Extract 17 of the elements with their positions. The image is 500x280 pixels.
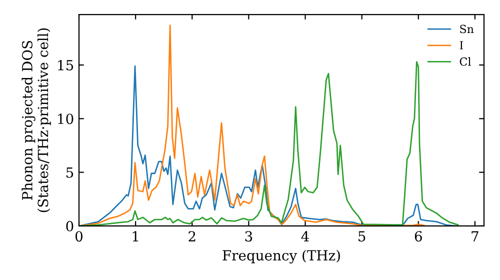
x-tick-label: 0 bbox=[75, 231, 82, 242]
y-tick-label: 15 bbox=[58, 60, 74, 70]
y-tick-label: 10 bbox=[58, 114, 74, 124]
x-tick-label: 5 bbox=[358, 231, 366, 242]
y-tick-label: 5 bbox=[66, 167, 74, 178]
legend-label: Cl bbox=[460, 57, 471, 66]
x-tick-label: 4 bbox=[301, 231, 309, 242]
legend-label: Sn bbox=[460, 24, 474, 34]
x-tick-label: 1 bbox=[132, 231, 138, 242]
y-tick-label: 0 bbox=[66, 220, 74, 232]
x-tick-label: 6 bbox=[414, 231, 422, 242]
x-tick-label: 3 bbox=[245, 231, 252, 242]
x-axis-title: Frequency (THz) bbox=[222, 250, 340, 264]
x-tick-label: 7 bbox=[472, 231, 478, 242]
x-tick-label: 2 bbox=[188, 231, 196, 242]
legend-label: I bbox=[460, 41, 464, 50]
y-axis-title: Phonon projected DOS (States/THz·primitive cell) bbox=[22, 28, 51, 212]
